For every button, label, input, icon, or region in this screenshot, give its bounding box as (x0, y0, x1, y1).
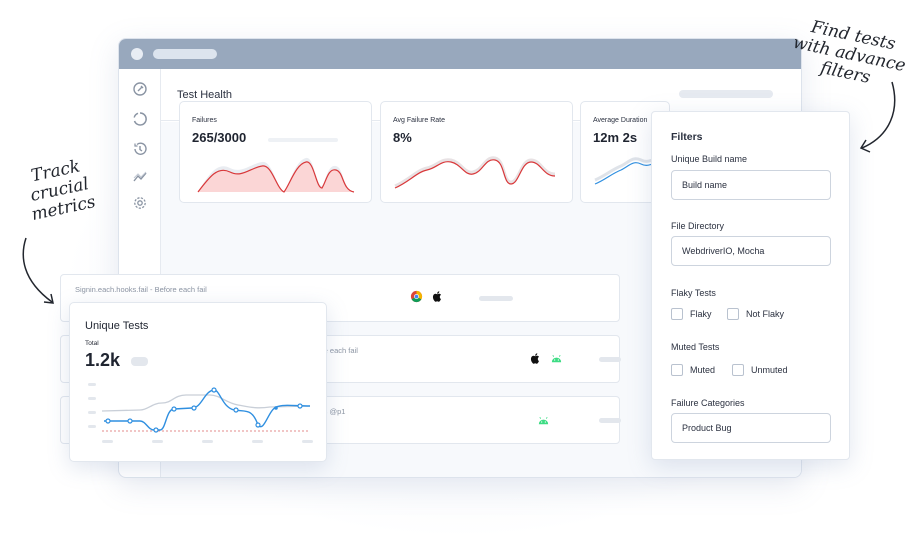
failure-rate-sparkline (394, 156, 556, 189)
metric-card-failures[interactable]: Failures 265/3000 (179, 101, 372, 203)
address-bar[interactable] (153, 49, 217, 59)
checkbox-square[interactable] (671, 364, 683, 376)
chrome-icon (410, 290, 423, 303)
unique-tests-card[interactable]: Unique Tests Total 1.2k (69, 302, 327, 462)
unmuted-checkbox[interactable]: Unmuted (732, 364, 788, 376)
muted-checkbox[interactable]: Muted (671, 364, 715, 376)
unique-tests-badge (131, 357, 148, 366)
test-row-pill (599, 418, 621, 423)
metric-label: Average Duration (593, 117, 648, 124)
platform-icons (537, 414, 550, 427)
history-icon[interactable] (132, 141, 148, 157)
test-row-pill (599, 357, 621, 362)
failure-categories-input[interactable]: Product Bug (671, 413, 831, 443)
metric-label: Avg Failure Rate (393, 117, 446, 124)
wrench-icon[interactable] (132, 81, 148, 97)
test-name: rgs @p1 (317, 407, 346, 416)
unique-tests-value: 1.2k (85, 350, 121, 370)
unique-build-name-input[interactable]: Build name (671, 170, 831, 200)
test-name: Signin.each.hooks.fail - Before each fai… (75, 285, 207, 294)
platform-icons (529, 352, 563, 365)
test-row-pill (479, 296, 513, 301)
header-placeholder (679, 90, 773, 98)
metric-card-avg-failure-rate[interactable]: Avg Failure Rate 8% (380, 101, 573, 203)
unique-build-name-label: Unique Build name (671, 154, 748, 164)
muted-tests-label: Muted Tests (671, 342, 720, 352)
failures-sparkline (197, 157, 355, 193)
flaky-checkbox[interactable]: Flaky (671, 308, 712, 320)
unmuted-option-label: Unmuted (751, 365, 788, 375)
metric-progress-track (268, 138, 338, 142)
metric-value: 8% (393, 130, 412, 145)
checkbox-square[interactable] (727, 308, 739, 320)
not-flaky-checkbox[interactable]: Not Flaky (727, 308, 784, 320)
arrow-left-icon (22, 237, 54, 304)
metric-value: 12m 2s (593, 130, 638, 145)
filters-panel: Filters Unique Build name Build name Fil… (651, 111, 850, 460)
failure-categories-label: Failure Categories (671, 398, 745, 408)
muted-option-label: Muted (690, 365, 716, 375)
android-icon (551, 355, 562, 363)
window-control-dot[interactable] (131, 48, 143, 60)
window-titlebar (119, 39, 801, 69)
duration-sparkline (594, 157, 660, 185)
test-name: ere each fail (317, 346, 358, 355)
unique-tests-chart (88, 383, 313, 443)
page-title: Test Health (177, 89, 233, 101)
loading-circle-icon[interactable] (132, 111, 148, 127)
checkbox-square[interactable] (732, 364, 744, 376)
unique-tests-subtitle: Total (85, 340, 99, 347)
gear-icon[interactable] (132, 195, 148, 211)
unique-tests-title: Unique Tests (85, 320, 149, 332)
trend-icon[interactable] (132, 169, 148, 185)
apple-icon (432, 291, 442, 302)
checkbox-square[interactable] (671, 308, 683, 320)
not-flaky-option-label: Not Flaky (746, 309, 785, 319)
metric-value: 265/3000 (192, 130, 247, 145)
sidebar (119, 69, 161, 477)
file-directory-label: File Directory (671, 221, 725, 231)
flaky-option-label: Flaky (690, 309, 712, 319)
platform-icons (410, 290, 444, 303)
android-icon (538, 417, 549, 425)
apple-icon (530, 353, 540, 364)
filters-title: Filters (671, 131, 703, 143)
flaky-tests-label: Flaky Tests (671, 288, 716, 298)
metric-label: Failures (192, 117, 217, 124)
file-directory-input[interactable]: WebdriverIO, Mocha (671, 236, 831, 266)
arrow-right-icon (859, 81, 896, 153)
